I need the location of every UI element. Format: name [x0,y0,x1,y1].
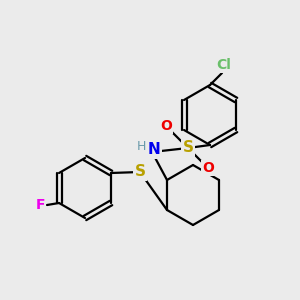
Text: S: S [134,164,146,179]
Text: F: F [35,198,45,212]
Text: Cl: Cl [217,58,231,72]
Text: H: H [136,140,146,154]
Text: S: S [182,140,194,155]
Text: N: N [148,142,160,158]
Text: O: O [202,161,214,175]
Text: O: O [160,119,172,133]
